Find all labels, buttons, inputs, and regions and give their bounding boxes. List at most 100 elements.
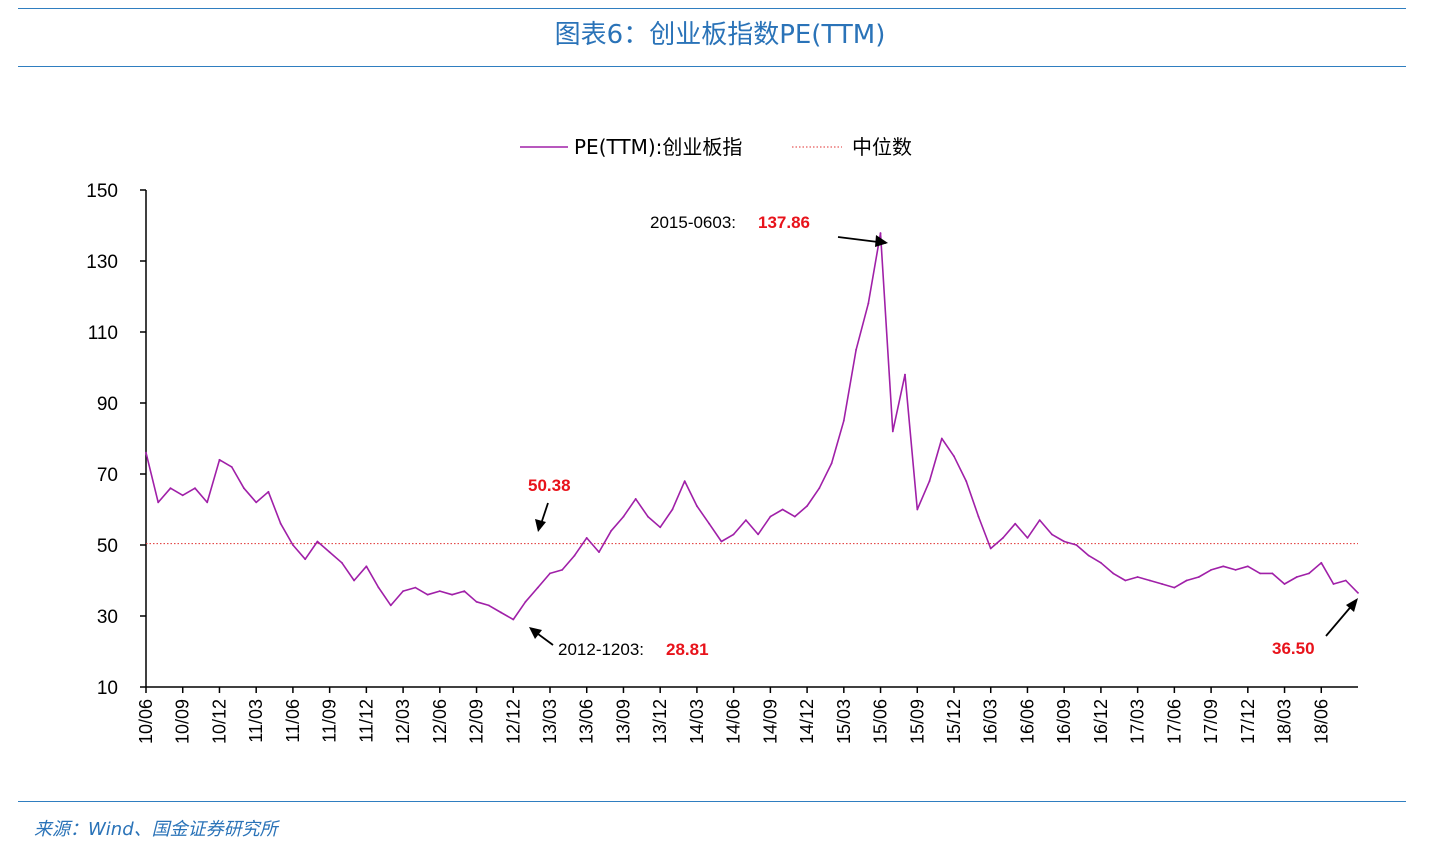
pe-data-point xyxy=(304,558,307,561)
pe-data-point xyxy=(1259,572,1261,575)
pe-data-point xyxy=(1112,572,1115,575)
pe-data-point xyxy=(1320,561,1323,564)
title-top-rule xyxy=(18,8,1406,9)
pe-data-point xyxy=(230,466,233,468)
pe-data-point xyxy=(879,232,882,235)
pe-data-point xyxy=(524,600,527,603)
pe-data-point xyxy=(218,458,221,461)
x-tick-label: 12/06 xyxy=(430,699,450,744)
pe-data-point xyxy=(316,540,319,543)
pe-data-point xyxy=(463,590,466,592)
y-tick-label: 10 xyxy=(97,678,118,699)
annotation-latest: 36.50 xyxy=(1272,598,1358,658)
x-tick-label: 14/09 xyxy=(760,699,780,744)
y-tick-label: 30 xyxy=(97,607,118,628)
x-tick-label: 15/09 xyxy=(907,699,927,744)
pe-data-point xyxy=(1246,565,1249,568)
pe-data-point xyxy=(1161,583,1163,585)
pe-data-point xyxy=(267,490,270,493)
annotation-median: 50.38 xyxy=(528,476,571,532)
x-tick-label: 12/09 xyxy=(467,699,487,744)
pe-data-point xyxy=(1344,579,1347,582)
pe-data-point xyxy=(634,498,637,500)
pe-data-point xyxy=(1038,519,1041,521)
x-tick-label: 17/09 xyxy=(1201,699,1221,744)
pe-data-point xyxy=(157,501,160,504)
annotation-trough-arrowhead xyxy=(529,627,542,639)
pe-data-point xyxy=(206,501,209,504)
pe-data-point xyxy=(598,551,600,553)
annotation-peak: 2015-0603: 137.86 xyxy=(650,213,888,247)
pe-data-point xyxy=(1357,592,1359,594)
x-tick-label: 15/12 xyxy=(944,699,964,744)
pe-data-point xyxy=(1185,579,1188,582)
pe-data-point xyxy=(757,533,759,536)
x-tick-label: 18/03 xyxy=(1275,699,1295,744)
pe-data-point xyxy=(781,508,784,511)
title-bottom-rule xyxy=(18,66,1406,67)
chart-legend: PE(TTM):创业板指 中位数 xyxy=(520,135,912,159)
x-tick-label: 11/12 xyxy=(356,699,376,743)
pe-data-point xyxy=(659,526,662,529)
x-tick-label: 13/03 xyxy=(540,699,560,744)
x-tick-label: 16/06 xyxy=(1017,699,1037,744)
pe-data-point xyxy=(1197,576,1200,578)
pe-data-point xyxy=(181,494,184,497)
y-tick-label: 110 xyxy=(88,323,118,344)
pe-data-point xyxy=(989,547,992,550)
footer-rule xyxy=(18,801,1406,802)
pe-series-line xyxy=(145,232,1359,621)
pe-data-point xyxy=(830,462,833,465)
y-tick-label: 70 xyxy=(97,465,118,486)
pe-data-point xyxy=(769,515,772,518)
x-tick-label: 13/09 xyxy=(613,699,633,744)
pe-data-point xyxy=(1087,554,1090,557)
pe-data-point xyxy=(610,529,613,532)
pe-data-point xyxy=(622,515,625,518)
pe-data-point xyxy=(1295,576,1298,578)
annotation-latest-arrow xyxy=(1325,602,1355,637)
annotation-trough-value: 28.81 xyxy=(666,640,709,659)
y-tick-label: 130 xyxy=(86,252,118,273)
pe-data-point xyxy=(1222,565,1225,568)
pe-data-point xyxy=(720,540,723,543)
pe-data-point xyxy=(279,522,282,525)
pe-data-point xyxy=(1173,586,1176,589)
pe-data-point xyxy=(1234,569,1237,571)
x-tick-label: 13/06 xyxy=(577,699,597,744)
annotation-peak-value: 137.86 xyxy=(758,213,810,232)
y-tick-label: 150 xyxy=(86,181,118,202)
pe-data-point xyxy=(928,480,931,482)
legend-series-label: PE(TTM):创业板指 xyxy=(574,135,742,159)
x-tick-label: 11/06 xyxy=(283,699,303,743)
annotation-latest-arrowhead xyxy=(1346,598,1358,612)
x-tick-label: 17/12 xyxy=(1238,699,1258,744)
pe-data-point xyxy=(1026,537,1029,539)
pe-data-point xyxy=(536,586,539,589)
pe-data-point xyxy=(647,515,649,518)
pe-data-point xyxy=(1075,544,1078,546)
pe-data-point xyxy=(683,480,686,482)
pe-data-point xyxy=(842,419,845,422)
x-tick-label: 10/06 xyxy=(136,699,156,744)
pe-data-point xyxy=(855,348,857,351)
x-tick-label: 17/03 xyxy=(1128,699,1148,744)
pe-data-point xyxy=(818,487,821,490)
pe-data-point xyxy=(451,593,453,596)
x-tick-label: 12/03 xyxy=(393,699,413,744)
pe-data-point xyxy=(426,593,429,596)
pe-data-point xyxy=(585,537,588,539)
pe-data-point xyxy=(243,487,245,490)
pe-series-points xyxy=(145,232,1359,621)
pe-data-point xyxy=(891,430,894,433)
x-axis-ticks: 10/06 10/09 10/12 11/03 11/06 11/09 11/12 12/03… xyxy=(136,687,1331,744)
x-tick-label: 15/06 xyxy=(871,699,891,744)
annotation-peak-arrowhead xyxy=(875,235,888,247)
pe-data-point xyxy=(1100,561,1102,564)
x-tick-label: 14/03 xyxy=(687,699,707,744)
pe-data-point xyxy=(1063,540,1066,543)
pe-data-point xyxy=(402,590,404,592)
pe-data-point xyxy=(1308,572,1310,575)
pe-data-point xyxy=(1124,579,1127,582)
